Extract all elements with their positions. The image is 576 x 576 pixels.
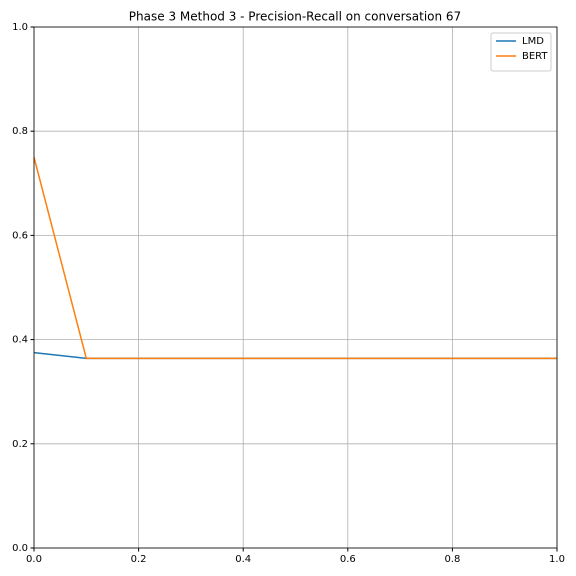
legend-label: BERT bbox=[522, 51, 548, 62]
x-tick-label: 0.0 bbox=[26, 554, 42, 565]
legend-box bbox=[490, 32, 552, 72]
x-tick-label: 0.8 bbox=[444, 554, 460, 565]
y-tick-label: 0.0 bbox=[12, 543, 28, 554]
x-tick-label: 0.4 bbox=[235, 554, 251, 565]
x-tick-label: 1.0 bbox=[549, 554, 565, 565]
y-tick-label: 0.2 bbox=[12, 439, 28, 450]
plot-frame bbox=[33, 26, 558, 549]
line-series bbox=[33, 351, 557, 360]
x-tick-label: 0.2 bbox=[131, 554, 147, 565]
y-tick-label: 0.8 bbox=[12, 126, 28, 137]
x-tick-label: 0.6 bbox=[340, 554, 356, 565]
y-tick-label: 0.6 bbox=[12, 230, 28, 241]
line-series bbox=[33, 157, 557, 360]
y-tick-label: 0.4 bbox=[12, 335, 28, 346]
chart-title: Phase 3 Method 3 - Precision-Recall on c… bbox=[129, 10, 461, 24]
y-tick-label: 1.0 bbox=[12, 22, 28, 33]
legend-label: LMD bbox=[522, 36, 544, 47]
